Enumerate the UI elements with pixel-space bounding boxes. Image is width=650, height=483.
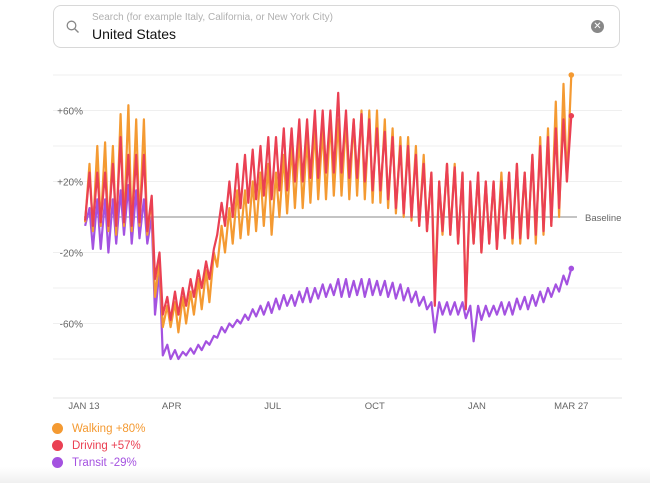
driving-dot-icon: [52, 440, 63, 451]
legend-driving-value: +57%: [111, 439, 141, 452]
x-tick-label: JAN 13: [68, 401, 99, 412]
legend-transit-name: Transit: [72, 456, 107, 469]
y-tick-label: +20%: [57, 178, 83, 189]
clear-icon[interactable]: ✕: [591, 20, 604, 33]
legend-transit-value: -29%: [109, 456, 137, 469]
walking-dot-icon: [52, 423, 63, 434]
x-tick-label: OCT: [365, 401, 385, 412]
legend-item-driving[interactable]: Driving +57%: [52, 437, 145, 454]
legend-walking-name: Walking: [72, 422, 113, 435]
legend-driving-name: Driving: [72, 439, 108, 452]
y-tick-label: -20%: [60, 249, 83, 260]
x-tick-label: JAN: [468, 401, 486, 412]
search-placeholder: Search (for example Italy, California, o…: [92, 12, 334, 23]
legend-item-walking[interactable]: Walking +80%: [52, 420, 145, 437]
walking-endpoint: [568, 72, 575, 78]
y-tick-label: +60%: [57, 107, 83, 118]
transit-dot-icon: [52, 457, 63, 468]
y-tick-label: -60%: [60, 320, 83, 331]
x-tick-label: JUL: [264, 401, 281, 412]
legend-item-transit[interactable]: Transit -29%: [52, 454, 145, 471]
search-input[interactable]: United States: [92, 26, 177, 42]
bottom-fade: [0, 467, 650, 483]
search-icon: [66, 20, 79, 33]
x-tick-label: MAR 27: [554, 401, 588, 412]
driving-endpoint: [568, 113, 575, 119]
search-field[interactable]: Search (for example Italy, California, o…: [53, 5, 620, 48]
driving-line: [84, 91, 573, 321]
legend-walking-value: +80%: [115, 422, 146, 435]
transit-endpoint: [568, 265, 575, 272]
x-tick-label: APR: [162, 401, 182, 412]
legend: Walking +80% Driving +57% Transit -29%: [52, 420, 145, 471]
baseline-label: Baseline: [585, 213, 621, 224]
transit-line: [84, 184, 573, 361]
mobility-chart: +60% +20% -20% -60% JAN 13 APR JUL OCT JAN MAR 27…: [53, 72, 622, 412]
